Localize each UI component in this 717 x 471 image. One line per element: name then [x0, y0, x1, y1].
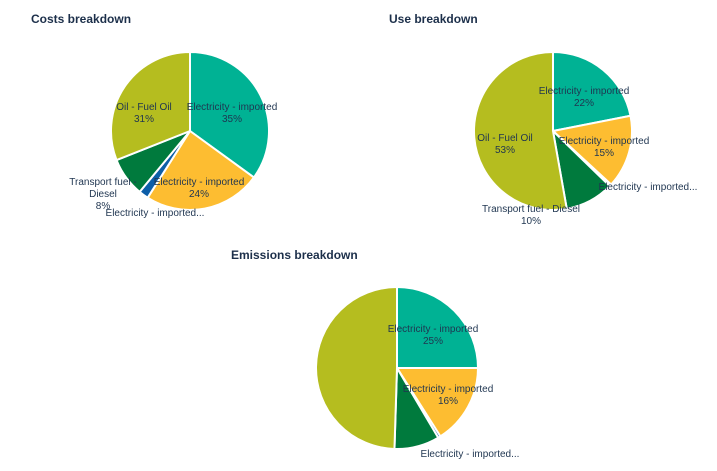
- slice-label: Electricity - imported 22%: [538, 86, 630, 109]
- emissions-chart-title: Emissions breakdown: [231, 248, 358, 262]
- use-chart-title: Use breakdown: [389, 12, 478, 26]
- slice-label: Electricity - imported 16%: [402, 384, 494, 407]
- pie-slice: [146, 129, 256, 211]
- slice-label: Oil - Fuel Oil 31%: [116, 102, 172, 125]
- slice-label: Electricity - imported...: [105, 208, 205, 219]
- pie-slice: [395, 367, 480, 438]
- slice-label: Electricity - imported...: [420, 449, 520, 460]
- slice-label: Electricity - imported 24%: [153, 177, 245, 200]
- slice-label: Electricity - imported...: [598, 182, 698, 193]
- pie-slice: [315, 285, 398, 450]
- pie-slice: [189, 50, 270, 179]
- costs-chart-title: Costs breakdown: [31, 12, 132, 26]
- slice-label: Transport fuel - Diesel 8%: [69, 177, 137, 212]
- slice-label: Oil - Fuel Oil 53%: [477, 133, 533, 156]
- pie-slice: [550, 114, 633, 186]
- slice-label: Electricity - imported 15%: [558, 136, 650, 159]
- pie-slice: [110, 50, 191, 162]
- slice-label: Electricity - imported 35%: [186, 102, 278, 125]
- slice-label: Transport fuel - Diesel 10%: [482, 204, 580, 227]
- pie-slice: [472, 50, 568, 211]
- slice-label: Electricity - imported 25%: [387, 324, 479, 347]
- pie-slice: [396, 285, 480, 369]
- pie-slice: [552, 50, 632, 133]
